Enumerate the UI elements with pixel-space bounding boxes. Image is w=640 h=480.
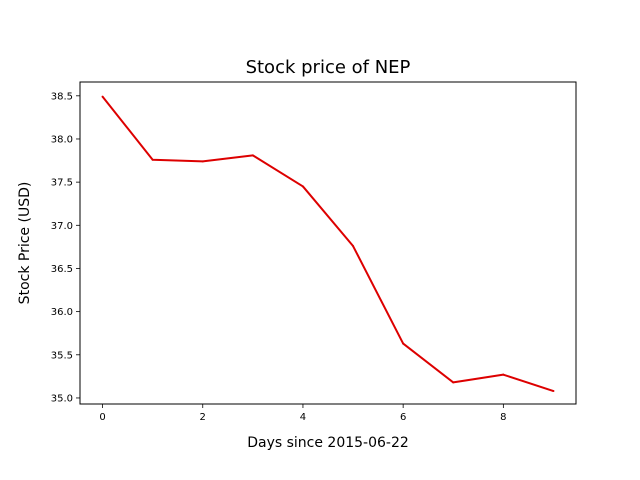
x-axis-label: Days since 2015-06-22 bbox=[247, 435, 409, 451]
x-tick-label: 4 bbox=[300, 412, 306, 423]
y-tick-label: 38.5 bbox=[51, 91, 73, 102]
y-axis-label: Stock Price (USD) bbox=[17, 182, 33, 305]
data-point bbox=[201, 160, 204, 163]
series-group bbox=[101, 95, 555, 393]
x-tick-label: 2 bbox=[200, 412, 206, 423]
chart-title: Stock price of NEP bbox=[246, 57, 411, 78]
x-tick-label: 6 bbox=[400, 412, 406, 423]
x-tick-label: 0 bbox=[99, 412, 105, 423]
data-point bbox=[101, 95, 104, 98]
y-tick-label: 36.0 bbox=[51, 307, 73, 318]
data-point bbox=[452, 381, 455, 384]
series-line bbox=[101, 96, 554, 393]
axis-ticks: 0 2 4 6 8 35.0 35.5 36.0 36.5 37.0 37.5 38.0 38.5 bbox=[51, 91, 507, 423]
y-tick-label: 36.5 bbox=[51, 264, 73, 275]
data-point bbox=[502, 373, 505, 376]
data-point bbox=[352, 245, 355, 248]
data-point bbox=[402, 342, 405, 345]
y-tick-label: 35.5 bbox=[51, 350, 73, 361]
x-tick-label: 8 bbox=[500, 412, 506, 423]
data-point bbox=[301, 185, 304, 188]
data-point bbox=[251, 154, 254, 157]
data-point bbox=[151, 158, 154, 161]
y-tick-label: 38.0 bbox=[51, 134, 73, 145]
y-tick-label: 37.5 bbox=[51, 178, 73, 189]
y-tick-label: 35.0 bbox=[51, 393, 73, 404]
data-point bbox=[552, 390, 555, 393]
y-tick-label: 37.0 bbox=[51, 221, 73, 232]
plot-frame bbox=[79, 81, 577, 405]
